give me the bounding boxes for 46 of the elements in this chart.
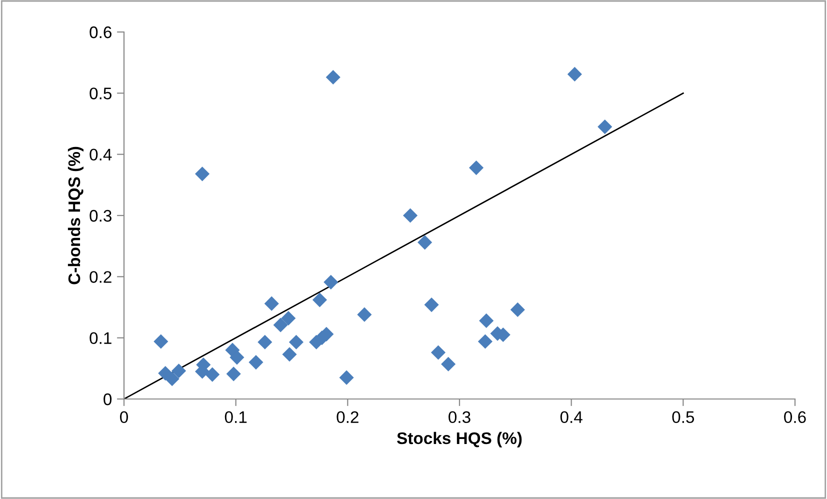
y-tick-label: 0.5 <box>90 88 112 100</box>
point <box>418 235 432 250</box>
point <box>288 334 304 350</box>
point <box>598 120 612 134</box>
point <box>258 334 272 350</box>
y-tick-label: 0.2 <box>90 271 112 283</box>
y-tick-label: 0.1 <box>90 332 112 344</box>
x-tick-label: 0.1 <box>224 411 247 424</box>
point <box>479 313 494 328</box>
y-axis-title: C-bonds HQS (%) <box>68 146 84 284</box>
point <box>172 364 186 378</box>
point <box>324 274 338 290</box>
point <box>154 334 168 349</box>
point <box>424 298 439 312</box>
point <box>230 350 244 365</box>
y-tick-label: 0.4 <box>90 148 112 161</box>
x-tick-label: 0 <box>120 411 128 424</box>
point <box>312 292 327 308</box>
point <box>441 356 456 372</box>
y-tick-label: 0.3 <box>90 210 112 222</box>
point <box>248 355 264 370</box>
point <box>403 208 418 223</box>
point <box>205 367 220 382</box>
y-tick-label: 0 <box>104 393 112 406</box>
point <box>226 366 241 382</box>
point <box>430 345 446 360</box>
point <box>264 296 279 311</box>
x-tick-label: 0.5 <box>672 411 694 424</box>
x-tick-label: 0.6 <box>784 411 806 424</box>
point <box>478 334 493 349</box>
x-axis-title: Stocks HQS (%) <box>397 432 522 448</box>
point <box>282 347 297 362</box>
x-tick-label: 0.4 <box>560 411 582 424</box>
y-tick-label: 0.6 <box>90 26 112 38</box>
point <box>357 307 372 322</box>
point <box>510 302 525 317</box>
point <box>468 160 484 176</box>
point <box>567 66 582 82</box>
x-tick-label: 0.2 <box>336 411 358 424</box>
point <box>326 70 340 85</box>
point <box>273 318 288 332</box>
point <box>195 166 210 182</box>
point <box>164 372 180 386</box>
x-tick-label: 0.3 <box>448 411 470 424</box>
point <box>339 370 354 385</box>
point <box>281 310 296 326</box>
